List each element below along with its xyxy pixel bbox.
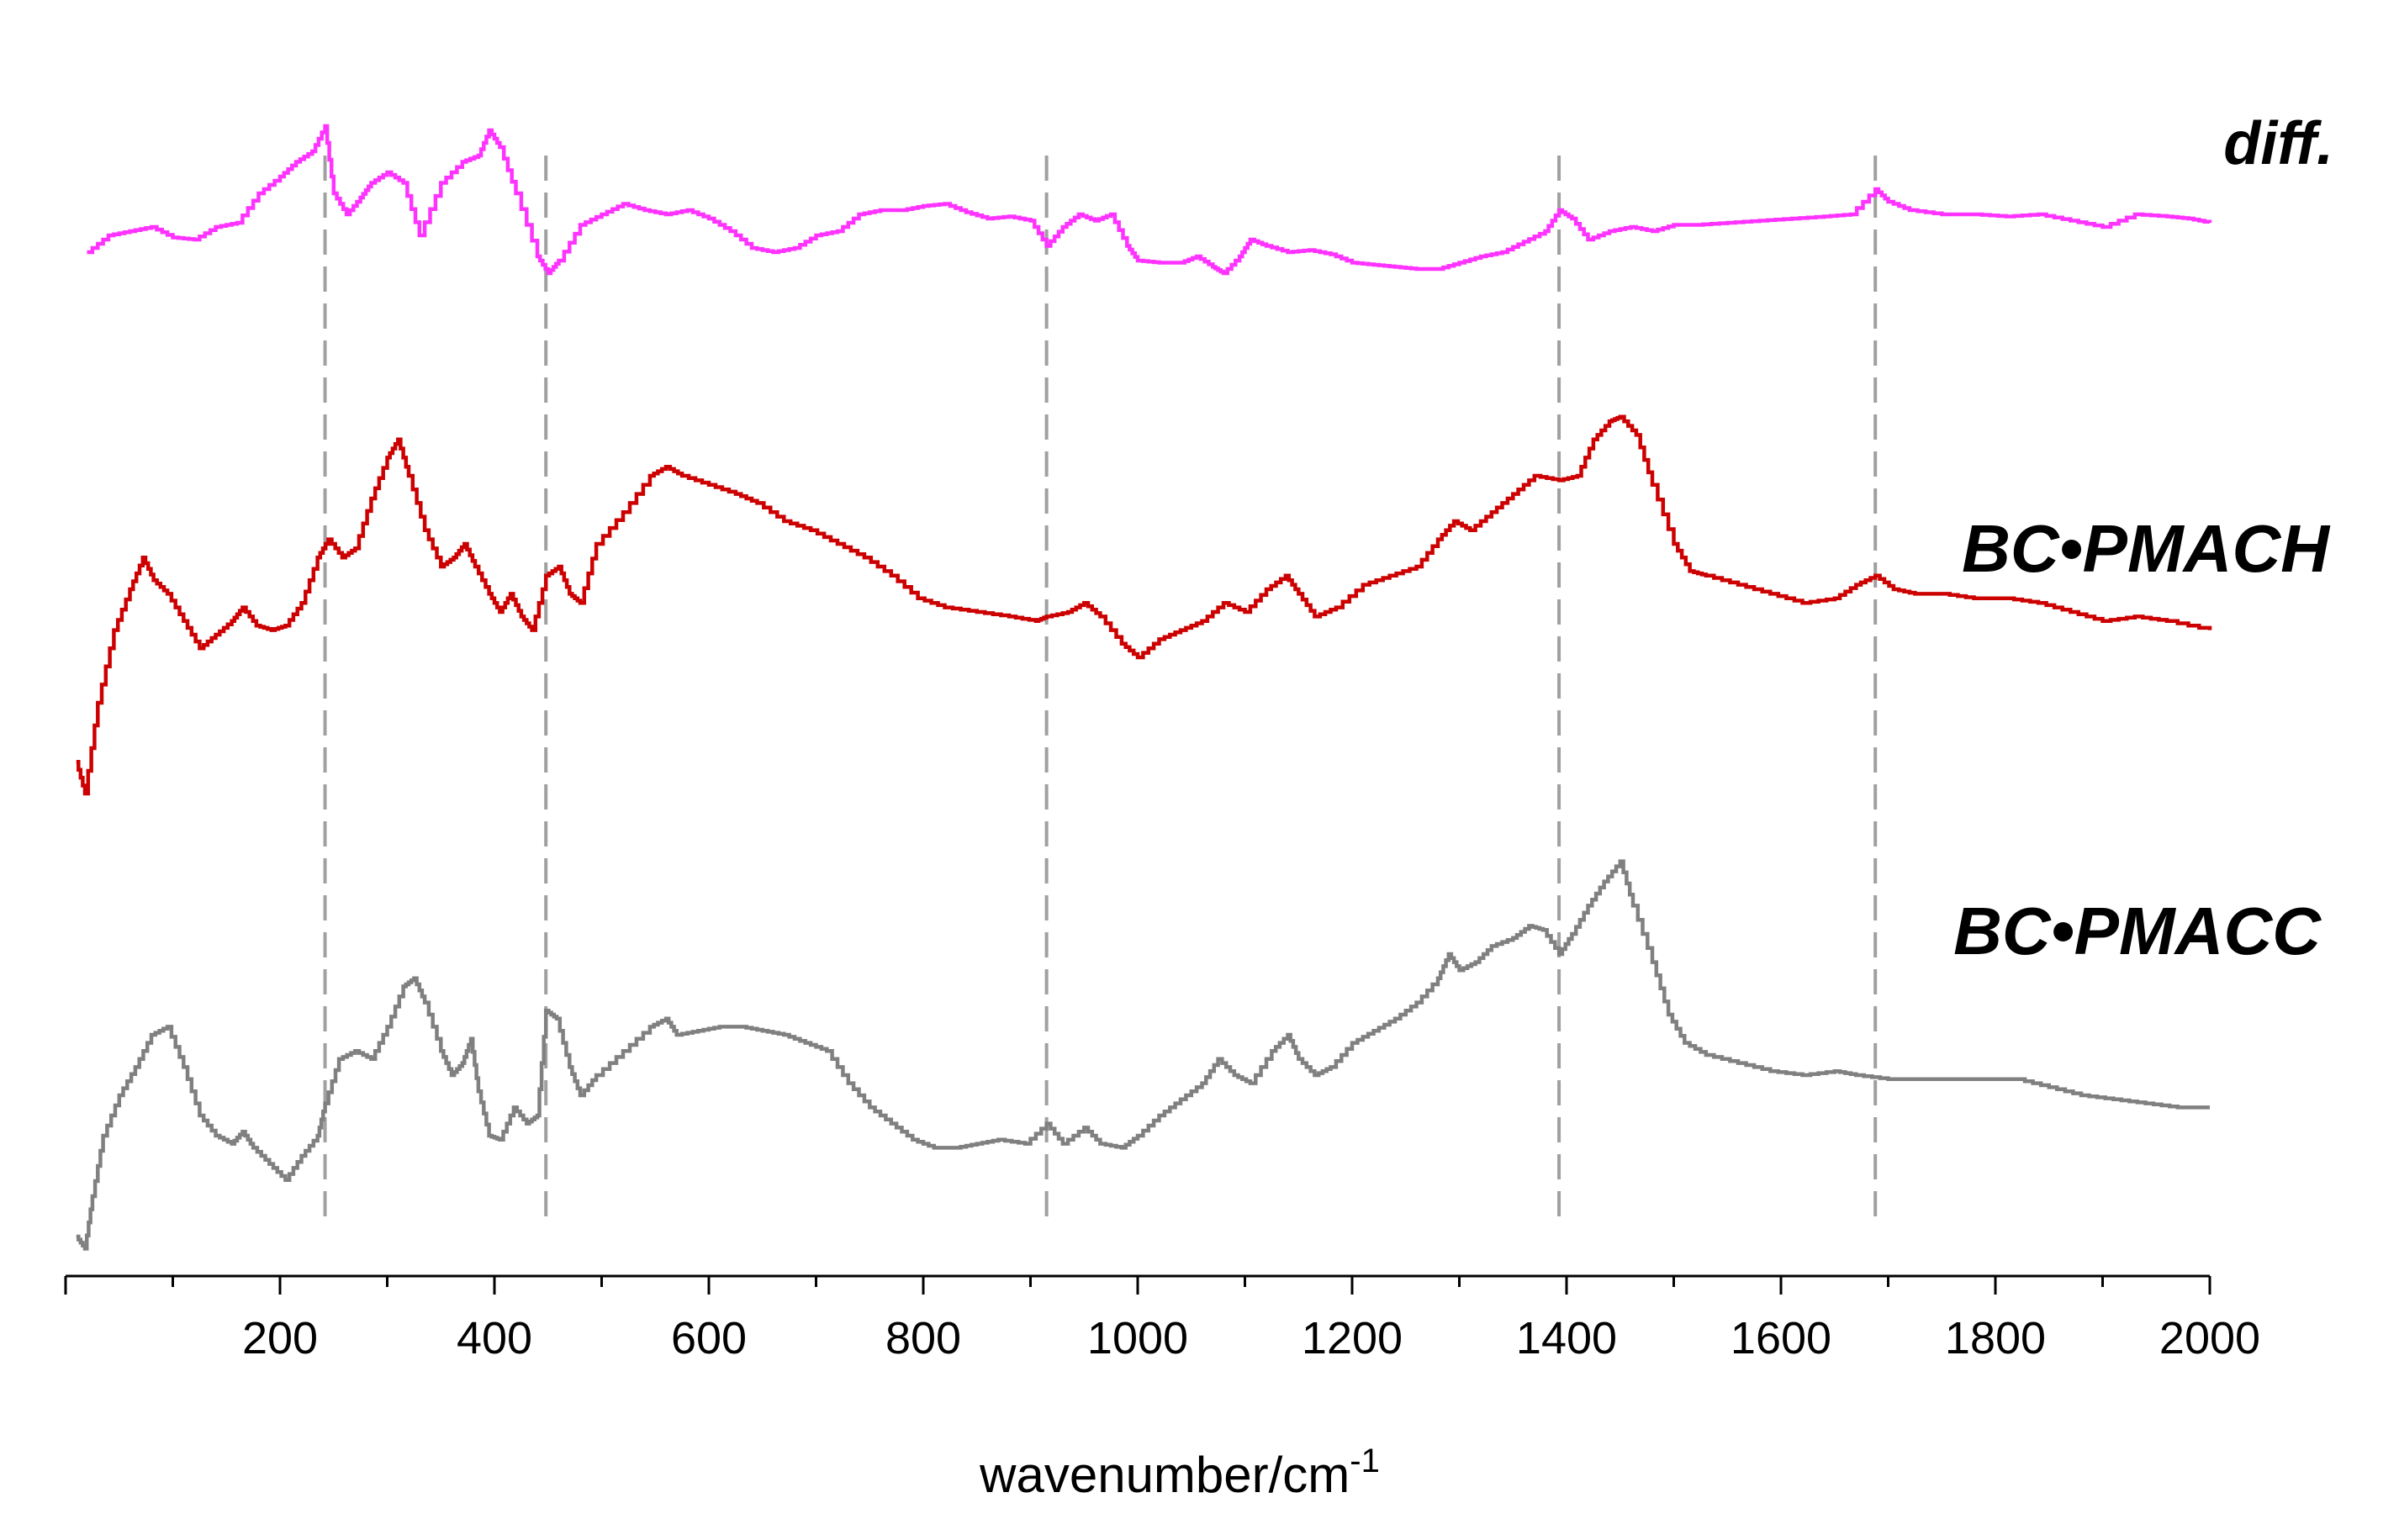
series-label-diff: diff. bbox=[2223, 110, 2333, 177]
x-tick-label: 600 bbox=[671, 1313, 747, 1363]
x-axis-label-superscript: -1 bbox=[1350, 1442, 1380, 1479]
x-tick-label: 1600 bbox=[1731, 1313, 1831, 1363]
x-tick-label: 1800 bbox=[1945, 1313, 2046, 1363]
x-tick-label: 2000 bbox=[2159, 1313, 2260, 1363]
x-ticks: 200 400 600 800 1000 1200 1400 1600 1800 2000 bbox=[64, 1276, 2260, 1363]
x-axis-label-main: wavenumber/cm bbox=[979, 1447, 1350, 1503]
reference-lines bbox=[323, 156, 1878, 1227]
series-line-0 bbox=[87, 124, 2212, 276]
series-label-bc-pmacc: BC•PMACC bbox=[1953, 894, 2322, 968]
series-line-2 bbox=[76, 859, 2210, 1251]
x-tick-label: 1200 bbox=[1302, 1313, 1403, 1363]
series-line-1 bbox=[76, 414, 2212, 796]
x-tick-label: 400 bbox=[457, 1313, 532, 1363]
x-tick-label: 1000 bbox=[1087, 1313, 1188, 1363]
series-labels: diff. BC•PMACH BC•PMACC bbox=[1953, 110, 2333, 968]
x-tick-label: 800 bbox=[885, 1313, 961, 1363]
x-tick-label: 1400 bbox=[1516, 1313, 1617, 1363]
x-axis-label: wavenumber/cm-1 bbox=[979, 1442, 1380, 1503]
x-axis: 200 400 600 800 1000 1200 1400 1600 1800 2000 wav… bbox=[64, 1274, 2260, 1503]
series-label-bc-pmach: BC•PMACH bbox=[1962, 511, 2331, 586]
x-tick-label: 200 bbox=[242, 1313, 318, 1363]
series-layer bbox=[76, 124, 2212, 1251]
